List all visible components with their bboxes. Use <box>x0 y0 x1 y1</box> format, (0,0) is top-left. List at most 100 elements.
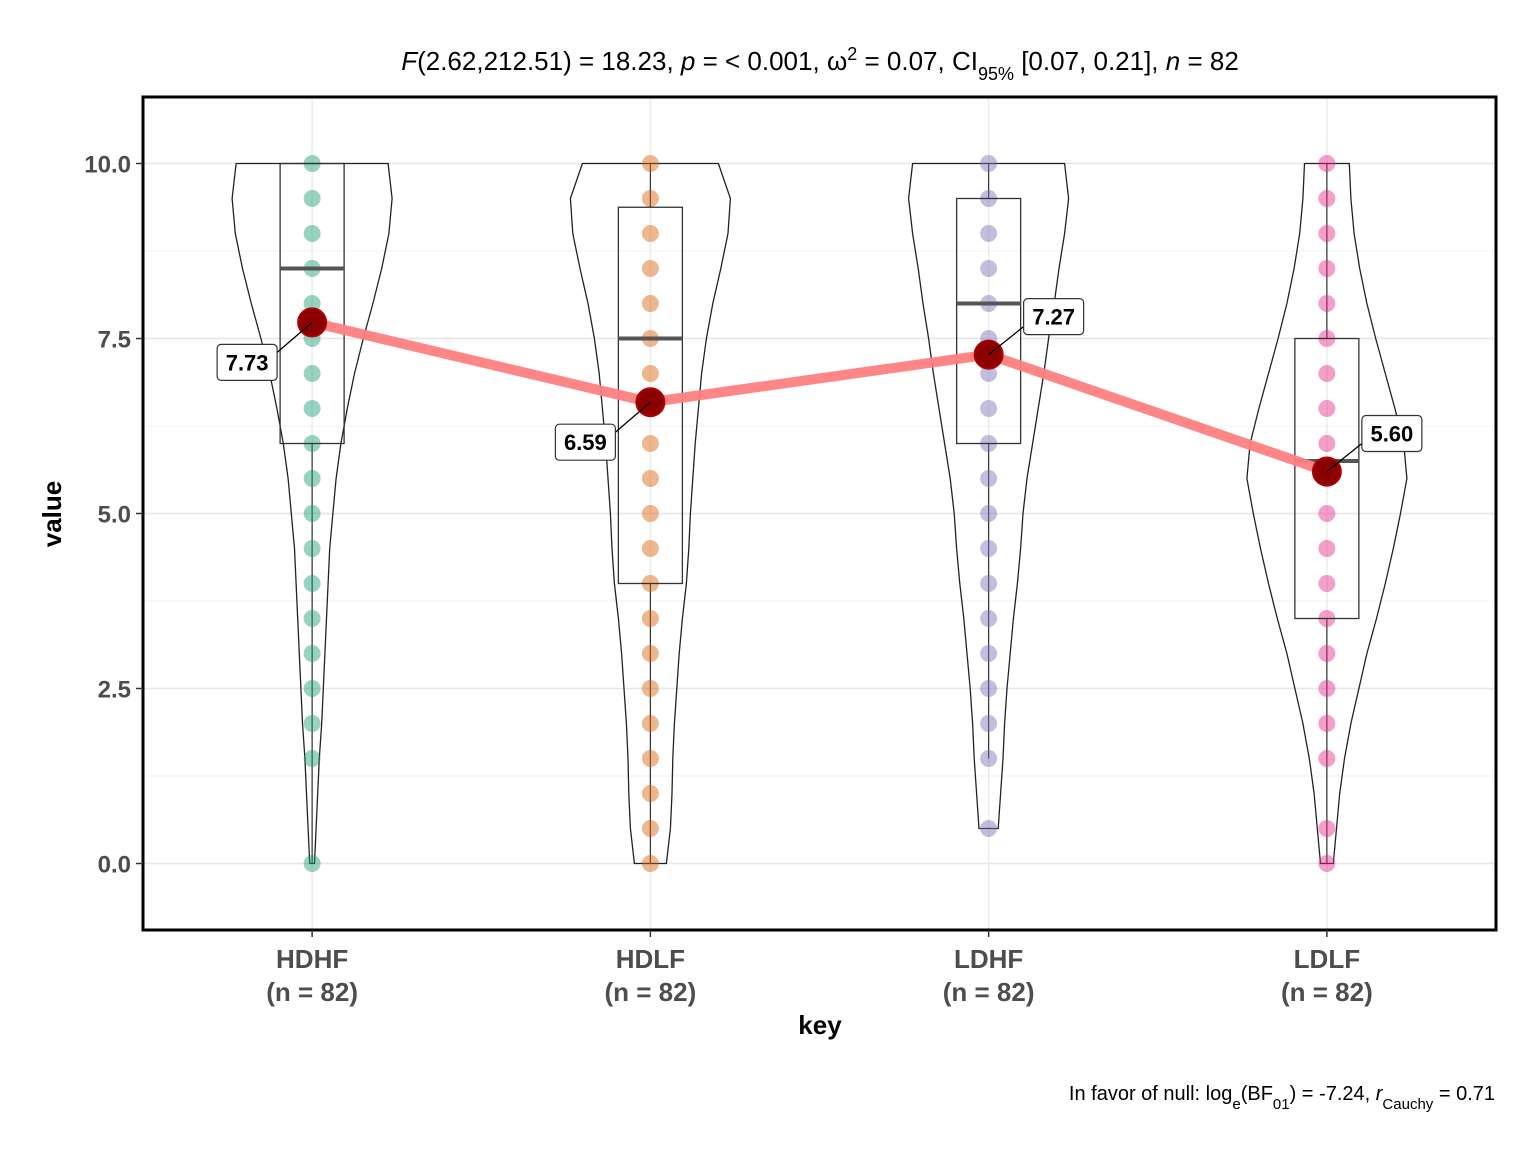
y-tick-label: 2.5 <box>98 677 131 704</box>
data-point <box>1318 575 1336 592</box>
data-point <box>1318 400 1336 417</box>
data-point <box>980 750 998 767</box>
caption-r-sub: Cauchy <box>1382 1096 1433 1113</box>
x-tick-label: HDLF <box>616 944 685 974</box>
mean-label: 5.60 <box>1326 414 1423 473</box>
data-point <box>641 505 659 522</box>
title-ci-value: [0.07, 0.21], <box>1014 46 1166 76</box>
data-point <box>641 155 659 172</box>
data-point <box>303 645 321 662</box>
title-omega-value: = 0.07, CI <box>857 46 978 76</box>
violin-outline <box>907 162 1070 830</box>
data-point <box>641 715 659 732</box>
y-tick-label: 5.0 <box>98 502 131 529</box>
data-point <box>303 575 321 592</box>
mean-label-connector <box>988 326 1025 356</box>
title-p-label: p <box>680 46 695 76</box>
data-point <box>1318 540 1336 557</box>
mean-label: 7.27 <box>988 298 1085 356</box>
data-point <box>1318 190 1336 207</box>
data-point <box>1318 750 1336 767</box>
title-p-value: = < 0.001, <box>695 46 827 76</box>
mean-label-text: 7.73 <box>226 350 269 375</box>
data-point <box>303 715 321 732</box>
data-point <box>980 260 998 277</box>
data-point <box>980 400 998 417</box>
mean-label-connector <box>276 321 313 353</box>
data-point <box>303 190 321 207</box>
box <box>1294 337 1360 620</box>
data-point <box>980 540 998 557</box>
data-point <box>1318 645 1336 662</box>
mean-label-text: 7.27 <box>1032 305 1075 330</box>
data-point <box>641 645 659 662</box>
x-axis-label: key <box>798 1010 842 1040</box>
data-point <box>303 540 321 557</box>
x-tick-label: LDLF <box>1294 944 1360 974</box>
mean-label: 7.73 <box>216 321 313 381</box>
title-f-args: (2.62,212.51) = 18.23, <box>417 46 681 76</box>
caption-r-label: r <box>1376 1083 1384 1105</box>
data-point <box>980 610 998 627</box>
violin-outline <box>1246 162 1408 865</box>
data-point <box>641 820 659 837</box>
data-point <box>303 225 321 242</box>
mean-label: 6.59 <box>554 401 651 461</box>
title-omega-label: ω <box>827 46 847 76</box>
mean-label-text: 6.59 <box>564 430 607 455</box>
violin-outline <box>569 162 732 865</box>
data-point <box>980 505 998 522</box>
data-point <box>303 365 321 382</box>
data-point <box>303 855 321 872</box>
mean-label-text: 5.60 <box>1370 422 1413 447</box>
data-point <box>303 610 321 627</box>
data-point <box>641 260 659 277</box>
data-point <box>303 750 321 767</box>
data-point <box>641 435 659 452</box>
caption-log-sub: e <box>1232 1096 1240 1113</box>
data-point <box>980 225 998 242</box>
data-point <box>641 855 659 872</box>
data-point <box>641 295 659 312</box>
data-point <box>980 470 998 487</box>
data-point <box>641 610 659 627</box>
data-point <box>1318 820 1336 837</box>
data-point <box>1318 365 1336 382</box>
chart-title: F(2.62,212.51) = 18.23, p = < 0.001, ω2 … <box>401 44 1239 84</box>
y-tick-label: 0.0 <box>98 852 131 879</box>
caption-bf-value: ) = -7.24, <box>1290 1083 1376 1105</box>
data-point <box>641 540 659 557</box>
x-tick-n-label: (n = 82) <box>943 977 1035 1007</box>
caption-bf-open: (BF <box>1241 1083 1273 1105</box>
data-point <box>1318 435 1336 452</box>
caption-prefix: In favor of null: log <box>1069 1083 1232 1105</box>
data-point <box>1318 855 1336 872</box>
title-n-value: = 82 <box>1180 46 1239 76</box>
y-axis-label: value <box>37 481 67 548</box>
mean-label-box <box>1023 298 1085 336</box>
caption-r-value: = 0.71 <box>1433 1083 1495 1105</box>
data-point <box>980 645 998 662</box>
data-point <box>303 295 321 312</box>
title-ci-sub: 95% <box>978 64 1014 84</box>
data-point <box>641 785 659 802</box>
data-point <box>641 365 659 382</box>
data-point <box>980 365 998 382</box>
data-point <box>1318 155 1336 172</box>
data-point <box>641 750 659 767</box>
x-tick-n-label: (n = 82) <box>605 977 697 1007</box>
data-point <box>980 680 998 697</box>
x-tick-label: HDHF <box>276 944 348 974</box>
data-point <box>303 680 321 697</box>
x-tick-n-label: (n = 82) <box>266 977 358 1007</box>
title-f-label: F <box>401 46 419 76</box>
mean-line <box>310 317 1329 477</box>
data-point <box>641 225 659 242</box>
box <box>955 197 1022 445</box>
mean-label-connector <box>1326 442 1363 473</box>
data-point <box>641 470 659 487</box>
data-point <box>1318 295 1336 312</box>
